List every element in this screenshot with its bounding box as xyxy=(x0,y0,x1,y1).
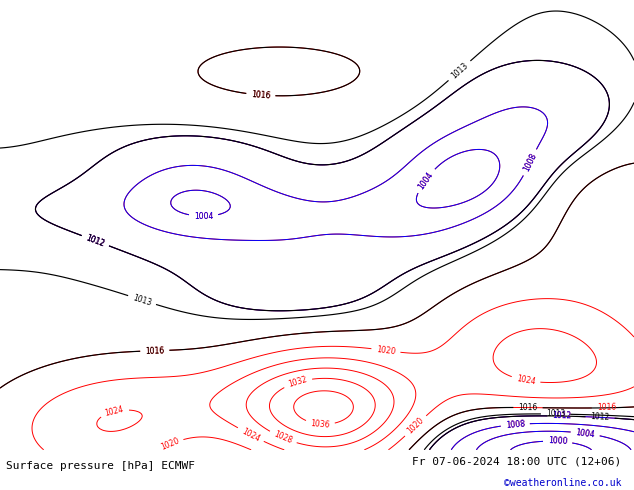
Text: 1013: 1013 xyxy=(131,293,153,307)
Text: 1012: 1012 xyxy=(85,233,106,248)
Text: 1004: 1004 xyxy=(575,428,595,439)
Text: 1032: 1032 xyxy=(287,375,308,389)
Text: 1020: 1020 xyxy=(376,345,396,356)
Text: 1008: 1008 xyxy=(505,419,525,430)
Text: 1024: 1024 xyxy=(240,426,261,443)
Text: 1012: 1012 xyxy=(590,413,610,422)
Text: 1016: 1016 xyxy=(145,346,165,356)
Text: 1012: 1012 xyxy=(552,412,571,421)
Text: 1004: 1004 xyxy=(417,170,435,191)
Text: 1012: 1012 xyxy=(85,233,106,248)
Text: 1024: 1024 xyxy=(515,374,536,387)
Text: 1036: 1036 xyxy=(310,419,330,429)
Text: 1016: 1016 xyxy=(519,403,538,412)
Text: 1016: 1016 xyxy=(251,90,271,100)
Text: 1000: 1000 xyxy=(548,437,567,446)
Text: 1012: 1012 xyxy=(85,233,106,248)
Text: 1008: 1008 xyxy=(522,152,538,173)
Text: 1020: 1020 xyxy=(406,416,425,436)
Text: 1004: 1004 xyxy=(575,428,595,439)
Text: 1016: 1016 xyxy=(597,403,616,413)
Text: 1004: 1004 xyxy=(194,212,213,220)
Text: 1012: 1012 xyxy=(552,412,571,421)
Text: 1024: 1024 xyxy=(104,405,125,418)
Text: 1028: 1028 xyxy=(273,430,294,446)
Text: 1008: 1008 xyxy=(522,152,538,173)
Text: 1016: 1016 xyxy=(251,90,271,100)
Text: Surface pressure [hPa] ECMWF: Surface pressure [hPa] ECMWF xyxy=(6,461,195,471)
Text: 1004: 1004 xyxy=(194,212,213,220)
Text: ©weatheronline.co.uk: ©weatheronline.co.uk xyxy=(504,478,621,488)
Text: 1013: 1013 xyxy=(450,61,470,80)
Text: Fr 07-06-2024 18:00 UTC (12+06): Fr 07-06-2024 18:00 UTC (12+06) xyxy=(412,456,621,466)
Text: 1013: 1013 xyxy=(546,410,566,418)
Text: 1000: 1000 xyxy=(548,437,567,446)
Text: 1004: 1004 xyxy=(417,170,435,191)
Text: 1020: 1020 xyxy=(159,437,180,452)
Text: 1016: 1016 xyxy=(145,346,165,356)
Text: 1008: 1008 xyxy=(505,419,525,430)
